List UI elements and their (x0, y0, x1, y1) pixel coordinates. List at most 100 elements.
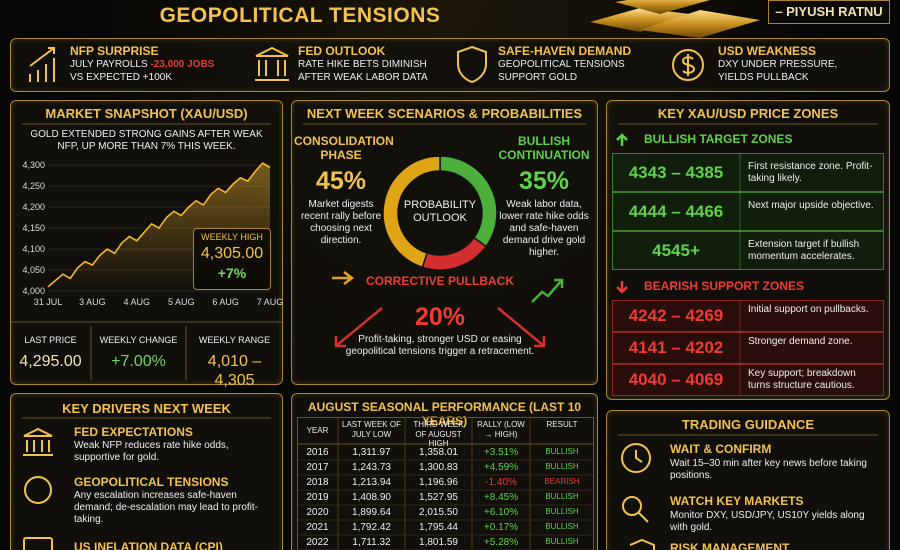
table-cell: 1,243.73 (352, 462, 391, 473)
panel-title: MARKET SNAPSHOT (XAU/USD) (45, 106, 248, 121)
icon-shield (629, 538, 655, 550)
table-cell: 1,801.59 (419, 537, 458, 548)
author: – PIYUSH RATNU (768, 0, 890, 24)
table-frame (297, 417, 594, 550)
y-tick-label: 4,150 (22, 223, 45, 233)
panel-title: KEY XAU/USD PRICE ZONES (657, 106, 839, 121)
icon-bank (23, 427, 53, 456)
highlight-title: FED OUTLOOK (298, 44, 386, 58)
zone-note: Key support; breakdown turns structure c… (748, 368, 856, 391)
y-tick-label: 4,300 (22, 160, 45, 170)
highlights-panel (10, 38, 890, 92)
gold-bar (640, 10, 760, 38)
arrow (497, 307, 546, 348)
zone-row (612, 332, 884, 364)
gold-bar (590, 8, 690, 32)
zone-row (612, 300, 884, 332)
panel-title: TRADING GUIDANCE (681, 417, 815, 432)
table-cell: +5.28% (483, 537, 519, 548)
table-cell: BULLISH (545, 447, 579, 456)
table-cell: +0.17% (483, 522, 519, 533)
zone-row (612, 364, 884, 396)
x-tick-label: 5 AUG (168, 297, 195, 307)
table-cell: BEARISH (544, 477, 580, 486)
zone-note: Stronger demand zone. (748, 336, 853, 347)
stat-label: WEEKLY CHANGE (99, 335, 178, 345)
icon-coin (672, 49, 704, 81)
table-cell: BULLISH (545, 507, 579, 516)
x-tick-label: 4 AUG (124, 297, 151, 307)
zone-note: Initial support on pullbacks. (748, 304, 869, 315)
icon-shield (457, 45, 487, 84)
gold-bars (590, 0, 760, 38)
weekly-high-box (193, 228, 271, 290)
table-cell: 1,792.42 (352, 522, 391, 533)
table-cell: 1,196.96 (419, 477, 458, 488)
guidance-title: WATCH KEY MARKETS (670, 494, 804, 508)
highlight-line: JULY PAYROLLS -23,000 JOBS (70, 59, 270, 71)
zone-row (612, 231, 884, 270)
scenario-name: BULLISH CONTINUATION (498, 134, 590, 163)
table-cell: BULLISH (545, 462, 579, 471)
guidance-title: RISK MANAGEMENT (670, 541, 790, 550)
y-tick-label: 4,000 (22, 286, 45, 296)
panel-title: KEY DRIVERS NEXT WEEK (62, 401, 231, 416)
highlight-title: NFP SURPRISE (70, 44, 159, 58)
icon-chart (29, 47, 55, 82)
guidance-text: Monitor DXY, USD/JPY, US10Y yields along… (670, 510, 865, 533)
x-tick-label: 31 JUL (34, 297, 63, 307)
icons (23, 45, 704, 550)
scenario-arrows (332, 271, 564, 348)
highlight-text: VS EXPECTED +100K (70, 72, 172, 83)
table-cell: 1,358.01 (419, 447, 458, 458)
zone-row (612, 192, 884, 231)
table-cell: 1,899.64 (352, 507, 391, 518)
table-cell: 2022 (306, 537, 329, 548)
guidance-panel (606, 410, 890, 550)
table-cell: -1.40% (485, 477, 517, 488)
scenario-panel (291, 100, 598, 385)
driver-text: Any escalation increases safe-haven dema… (74, 490, 258, 525)
highlight-text: DXY UNDER PRESSURE, (718, 59, 838, 70)
donut-segment (382, 155, 441, 269)
scenario-value: 35% (518, 167, 570, 195)
highlight-figure: -23,000 JOBS (150, 59, 215, 70)
zone-arrow (616, 133, 628, 146)
table-cell: +3.51% (483, 447, 519, 458)
table-header: THIRD WEEK OF AUGUST HIGH (413, 420, 464, 449)
seasonal-panel (291, 393, 598, 550)
arrow (332, 271, 355, 285)
icon-clock-hands (635, 450, 643, 463)
table-cell: 2021 (306, 522, 329, 533)
stat-value: 4,010 – 4,305 (207, 353, 262, 390)
panel-title: NEXT WEEK SCENARIOS & PROBABILITIES (306, 106, 583, 121)
stat-value: 4,295.00 (19, 353, 82, 370)
scenario-description: Market digests recent rally before choos… (300, 199, 382, 246)
zone-row (612, 153, 884, 192)
zone-range: 4242 – 4269 (628, 306, 724, 325)
driver-title: US INFLATION DATA (CPI) (74, 540, 223, 550)
scenario-value: 45% (315, 167, 367, 195)
x-tick-label: 3 AUG (79, 297, 106, 307)
x-tick-label: 7 AUG (257, 297, 284, 307)
icon-dollar (681, 54, 696, 76)
table-cell: 2,015.50 (419, 507, 458, 518)
table-header: LAST WEEK OF JULY LOW (342, 420, 401, 439)
scenario-name: CORRECTIVE PULLBACK (365, 274, 514, 288)
table-cell: +8.45% (483, 492, 519, 503)
table-cell: 2016 (306, 447, 329, 458)
y-tick-label: 4,100 (22, 244, 45, 254)
icon-magnifier-handle (638, 512, 649, 523)
table-cell: 1,795.44 (419, 522, 458, 533)
table-cell: 2019 (306, 492, 329, 503)
highlight-text: RATE HIKE BETS DIMINISH (298, 59, 427, 70)
stat-label: WEEKLY RANGE (198, 335, 271, 345)
zones-panel (606, 100, 890, 400)
page-title: GEOPOLITICAL TENSIONS (159, 4, 441, 27)
scenario-description: Weak labor data, lower rate hike odds an… (499, 199, 589, 258)
table-cell: 1,408.90 (352, 492, 391, 503)
donut-segment (421, 236, 488, 271)
guidance-title: WAIT & CONFIRM (670, 442, 772, 456)
donut-center-label: PROBABILITY OUTLOOK (403, 199, 477, 225)
arrow (531, 278, 564, 303)
